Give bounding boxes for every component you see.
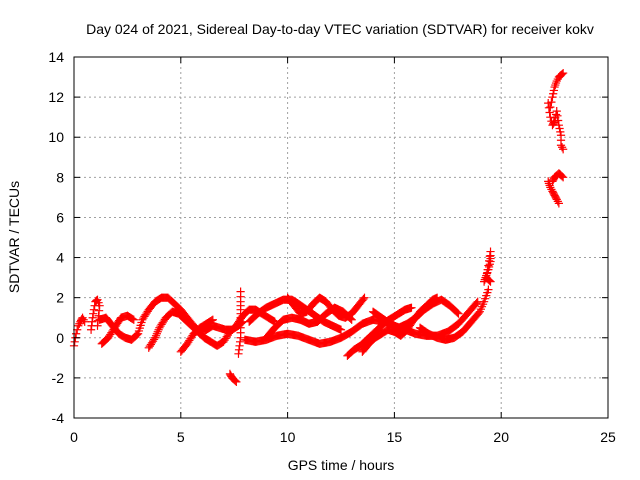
axis-ticks: 0 5 10 15 20 25 -4 -2 0 2 4 6 8 10 12 14 (48, 49, 616, 445)
y-tick-label: 12 (48, 89, 64, 105)
grid (74, 57, 608, 418)
y-axis-label: SDTVAR / TECUs (6, 181, 22, 293)
data-point (93, 321, 102, 330)
data-point (486, 247, 495, 256)
data-point (557, 69, 567, 79)
data-point (486, 277, 495, 286)
data-point (554, 121, 563, 130)
data-point (236, 287, 245, 296)
series-arc-j (245, 295, 346, 334)
series-arc-b (86, 295, 104, 334)
data-point (544, 103, 554, 112)
data-point (557, 172, 567, 181)
data-point (89, 305, 99, 314)
chart-title: Day 024 of 2021, Sidereal Day-to-day VTE… (86, 21, 594, 37)
x-tick-label: 20 (493, 429, 509, 445)
data-point (129, 315, 138, 324)
x-tick-label: 25 (600, 429, 616, 445)
data-points (69, 68, 568, 386)
y-tick-label: 2 (56, 290, 64, 306)
data-point (80, 317, 89, 326)
data-point (480, 297, 489, 306)
y-tick-label: 10 (48, 129, 64, 145)
series-arc-s (548, 169, 568, 186)
data-point (472, 298, 481, 308)
data-point (547, 98, 556, 107)
data-point (545, 108, 554, 117)
data-point (546, 113, 555, 122)
data-point (482, 291, 491, 300)
data-point (70, 337, 79, 346)
data-point (559, 173, 568, 182)
x-tick-label: 0 (70, 429, 78, 445)
data-point (433, 293, 442, 302)
data-point (559, 145, 568, 154)
data-point (484, 256, 494, 265)
series-arc-g (225, 369, 241, 386)
series-arc-h (234, 287, 245, 358)
data-point (549, 86, 558, 95)
x-tick-label: 5 (177, 429, 185, 445)
data-point (207, 316, 216, 325)
y-tick-label: 14 (48, 49, 64, 65)
y-tick-label: 4 (56, 250, 64, 266)
series-arc-e (144, 305, 279, 352)
data-point (555, 124, 564, 133)
data-point (551, 110, 561, 119)
data-point (552, 107, 561, 116)
series-arc-o (358, 293, 442, 356)
data-point (73, 325, 82, 334)
y-tick-label: 6 (56, 209, 64, 225)
data-point (89, 309, 98, 318)
data-point (453, 308, 462, 317)
data-point (336, 325, 346, 334)
y-tick-label: 8 (56, 169, 64, 185)
data-point (550, 117, 559, 126)
data-point (481, 294, 490, 303)
plot-frame (73, 56, 609, 419)
series-arc-t (544, 99, 568, 154)
data-point (93, 295, 102, 304)
y-tick-label: -2 (52, 370, 65, 386)
data-point (454, 309, 463, 318)
series-arc-f (176, 315, 217, 356)
series-arc-a (69, 313, 89, 350)
data-point (94, 298, 103, 307)
data-point (554, 199, 563, 208)
data-point (483, 265, 492, 274)
data-point (553, 111, 562, 120)
data-point (485, 252, 494, 261)
data-point (549, 89, 558, 98)
data-point (549, 118, 558, 127)
x-tick-label: 10 (280, 429, 296, 445)
data-point (128, 314, 137, 324)
series-arc-l (283, 293, 369, 322)
data-point (360, 293, 369, 302)
series-arc-q (480, 247, 495, 286)
series-arc-u (546, 68, 568, 112)
data-point (232, 377, 241, 386)
data-point (359, 294, 368, 304)
data-point (554, 116, 563, 125)
data-point (484, 285, 493, 294)
data-point (208, 315, 217, 324)
data-point (231, 376, 240, 385)
data-point (548, 93, 557, 102)
x-tick-label: 15 (387, 429, 403, 445)
data-point (484, 261, 493, 270)
y-tick-label: -4 (52, 410, 65, 426)
data-point (556, 127, 565, 136)
data-point (546, 103, 555, 112)
data-point (559, 68, 568, 78)
data-point (485, 276, 494, 285)
data-point (407, 303, 416, 312)
data-point (483, 288, 492, 297)
series-arc-p (415, 285, 493, 344)
series-arc-d (97, 311, 138, 348)
x-axis-label: GPS time / hours (288, 457, 395, 473)
y-tick-label: 0 (56, 330, 64, 346)
